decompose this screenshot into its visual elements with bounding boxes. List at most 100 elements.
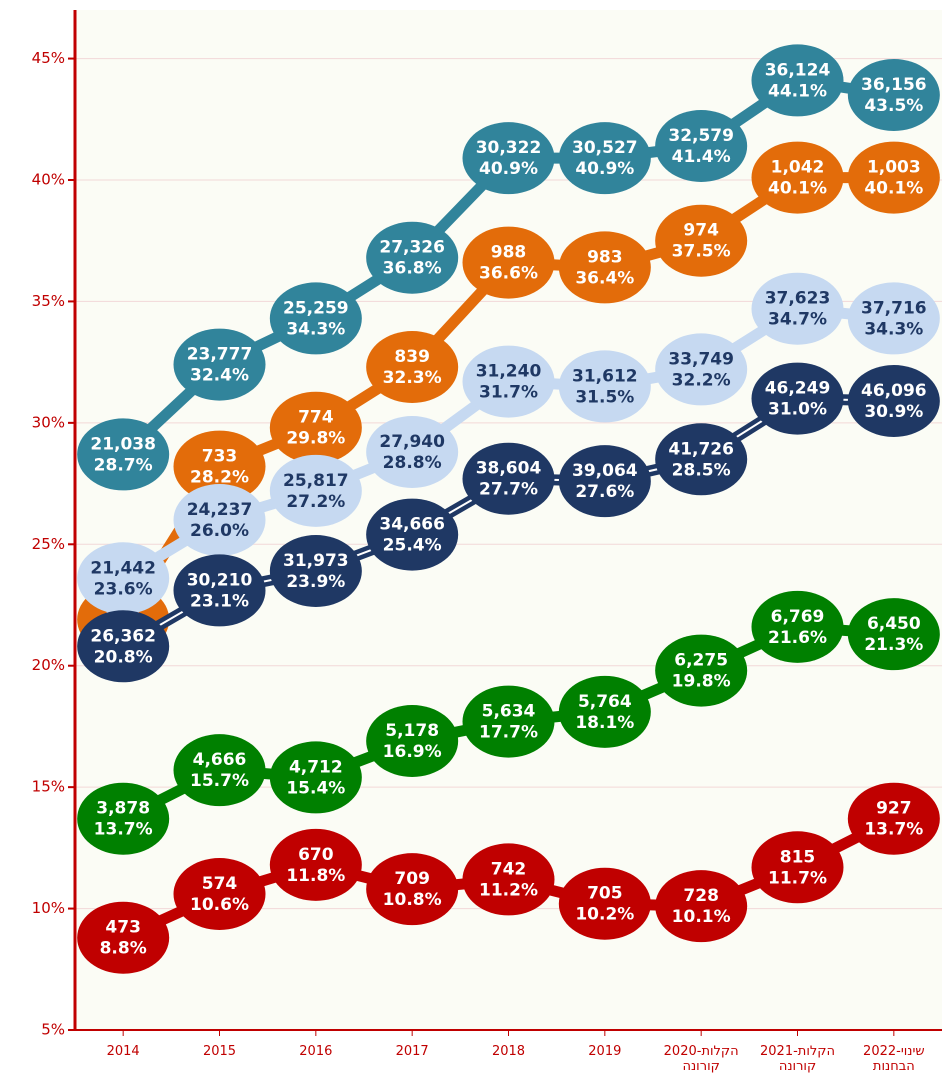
point — [655, 110, 748, 182]
value-label: 23.1% — [190, 591, 249, 611]
count-label: 742 — [491, 859, 527, 879]
value-label: 37.5% — [672, 242, 731, 262]
count-label: 5,764 — [578, 692, 632, 712]
x-tick-label: 2019 — [588, 1044, 622, 1059]
count-label: 774 — [298, 408, 334, 428]
value-label: 18.1% — [575, 713, 634, 733]
value-label: 17.7% — [479, 723, 538, 743]
point — [173, 430, 266, 503]
count-label: 473 — [105, 918, 141, 938]
count-label: 23,777 — [187, 345, 253, 365]
point — [655, 870, 748, 943]
value-label: 40.9% — [575, 159, 634, 179]
count-label: 33,749 — [668, 349, 734, 369]
point — [462, 122, 555, 195]
value-label: 8.8% — [100, 939, 147, 959]
point — [462, 843, 555, 916]
count-label: 32,579 — [668, 126, 734, 146]
point — [847, 782, 940, 855]
count-label: 41,726 — [668, 439, 734, 459]
value-label: 43.5% — [864, 96, 923, 116]
value-label: 32.2% — [672, 370, 731, 390]
point — [751, 272, 844, 345]
count-label: 4,666 — [193, 750, 247, 770]
point — [77, 418, 170, 491]
value-label: 29.8% — [286, 429, 345, 449]
count-label: 574 — [202, 874, 238, 894]
value-label: 10.2% — [575, 905, 634, 925]
count-label: 21,442 — [90, 558, 156, 578]
point — [558, 122, 651, 195]
value-label: 19.8% — [672, 672, 731, 692]
point — [366, 221, 459, 294]
count-label: 709 — [394, 869, 430, 889]
point — [558, 231, 651, 304]
value-label: 23.9% — [286, 572, 345, 592]
y-tick-label: 45% — [32, 49, 65, 67]
count-label: 670 — [298, 845, 334, 865]
value-label: 34.3% — [286, 319, 345, 339]
count-label: 6,275 — [674, 651, 728, 671]
count-label: 46,096 — [861, 381, 927, 401]
value-label: 13.7% — [864, 820, 923, 840]
value-label: 26.0% — [190, 521, 249, 541]
count-label: 974 — [683, 221, 719, 241]
point — [462, 345, 555, 418]
value-label: 11.2% — [479, 880, 538, 900]
value-label: 28.2% — [190, 468, 249, 488]
point — [558, 445, 651, 518]
x-tick-label: 2022-שינוי הבחנות — [863, 1044, 925, 1074]
point — [847, 598, 940, 671]
count-label: 30,527 — [572, 138, 638, 158]
value-label: 34.7% — [768, 310, 827, 330]
value-label: 16.9% — [383, 742, 442, 762]
point — [655, 204, 748, 277]
point — [173, 484, 266, 556]
point — [173, 328, 266, 401]
point — [558, 867, 651, 940]
value-label: 28.7% — [94, 455, 153, 475]
value-label: 23.6% — [94, 579, 153, 599]
count-label: 38,604 — [476, 459, 542, 479]
point — [366, 853, 459, 926]
value-label: 40.9% — [479, 159, 538, 179]
count-label: 5,634 — [482, 702, 536, 722]
point — [847, 141, 940, 214]
value-label: 15.7% — [190, 771, 249, 791]
value-label: 34.3% — [864, 319, 923, 339]
count-label: 839 — [394, 347, 430, 367]
point — [462, 226, 555, 299]
count-label: 6,450 — [867, 614, 921, 634]
value-label: 44.1% — [768, 81, 827, 101]
value-label: 40.1% — [864, 179, 923, 199]
count-label: 6,769 — [771, 607, 825, 627]
x-tick-label: 2016 — [299, 1044, 333, 1059]
value-label: 21.6% — [768, 628, 827, 648]
x-tick-label: 2018 — [491, 1044, 526, 1059]
count-label: 25,817 — [283, 471, 349, 491]
point — [847, 365, 940, 437]
value-label: 31.5% — [575, 387, 634, 407]
count-label: 37,623 — [765, 289, 831, 309]
value-label: 21.3% — [864, 635, 923, 655]
value-label: 27.6% — [575, 482, 634, 502]
count-label: 36,156 — [861, 75, 927, 95]
point — [77, 782, 170, 855]
value-label: 13.7% — [94, 820, 153, 840]
value-label: 36.6% — [479, 264, 538, 284]
value-label: 36.8% — [383, 259, 442, 279]
point — [847, 59, 940, 131]
count-label: 25,259 — [283, 298, 349, 318]
point — [173, 858, 266, 930]
point — [655, 423, 748, 496]
count-label: 1,042 — [771, 158, 825, 178]
point — [655, 333, 748, 406]
count-label: 27,940 — [379, 432, 445, 452]
count-label: 37,716 — [861, 298, 927, 318]
point — [366, 331, 459, 403]
point — [462, 442, 555, 515]
point — [558, 350, 651, 423]
x-tick-label: 2014 — [106, 1044, 140, 1059]
x-tick-label: 2017 — [395, 1044, 429, 1059]
